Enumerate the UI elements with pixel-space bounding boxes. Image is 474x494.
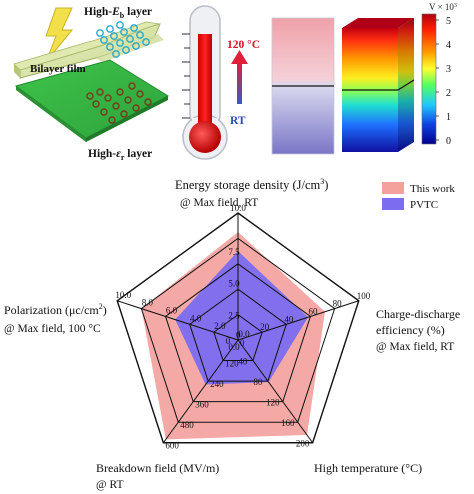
- tick-label-energy: 2.5: [228, 310, 240, 320]
- bilayer-film-illustration: High-Eb layer Bilayer film High-εr layer: [13, 6, 170, 162]
- axis-title-efficiency-2: efficiency (%): [376, 323, 445, 337]
- tick-label-breakdown: 240: [210, 379, 224, 389]
- lightning-icon: [45, 7, 74, 63]
- tick-label-efficiency: 0: [236, 330, 241, 340]
- axis-titles: Energy storage density (J/cm3) @ Max fie…: [4, 177, 460, 491]
- tick-label-efficiency: 80: [333, 299, 343, 309]
- legend: This work PVTC: [382, 182, 455, 211]
- tick-label-breakdown: 120: [225, 359, 239, 369]
- colorbar-title: V × 103: [429, 2, 457, 12]
- grid-ring: [140, 237, 336, 423]
- tick-label-energy: 7.5: [228, 247, 240, 257]
- tick-label-breakdown: 480: [180, 420, 194, 430]
- field-simulation-illustration: V × 103 5 4 3 2 1 0: [271, 2, 457, 155]
- colorbar-tick-label: 3: [446, 64, 451, 75]
- tick-label-temperature: 0: [226, 336, 231, 346]
- axis-subtitle-polarization: @ Max field, 100 °C: [4, 323, 101, 335]
- axis-subtitle-efficiency: @ Max field, RT: [376, 341, 454, 353]
- legend-swatch-this-work: [382, 182, 404, 194]
- axis-title-temperature: High temperature (°C): [314, 461, 422, 475]
- tick-label-energy: 5.0: [228, 279, 240, 289]
- grid-ring: [164, 263, 312, 403]
- axis-spoke-polarization: [117, 300, 239, 341]
- colorbar-tick-label: 5: [446, 16, 451, 27]
- tick-label-efficiency: 20: [260, 322, 270, 332]
- axis-spoke-efficiency: [237, 300, 359, 341]
- legend-label-pvtc: PVTC: [410, 199, 438, 211]
- thermometer-low-label: RT: [230, 115, 246, 127]
- axis-title-breakdown: Breakdown field (MV/m): [96, 461, 219, 475]
- tick-label-breakdown: 0: [240, 338, 245, 348]
- colorbar-tick-label: 2: [446, 88, 451, 99]
- tick-label-efficiency: 60: [308, 306, 318, 316]
- cube-top: [342, 18, 414, 28]
- high-er-layer-label: High-εr layer: [88, 148, 152, 162]
- axis-spoke-breakdown: [162, 339, 239, 444]
- colorbar-tick-label: 1: [446, 112, 451, 123]
- tick-label-temperature: 120: [266, 398, 280, 408]
- legend-swatch-pvtc: [382, 198, 404, 210]
- axis-spoke-temperature: [237, 339, 314, 444]
- colorbar-tick-label: 4: [446, 40, 451, 51]
- tick-label-polarization: 0.0: [238, 329, 250, 339]
- legend-label-this-work: This work: [410, 183, 455, 195]
- tick-label-efficiency: 40: [284, 314, 294, 324]
- thermometer-illustration: 120 °C RT: [182, 5, 260, 160]
- tick-label-polarization: 2.0: [214, 321, 226, 331]
- axis-subtitle-energy: @ Max field, RT: [180, 197, 258, 209]
- tick-label-breakdown: 360: [195, 400, 209, 410]
- bilayer-film-label: Bilayer film: [30, 63, 86, 75]
- axis-title-energy: Energy storage density (J/cm3): [175, 177, 328, 192]
- axis-title-efficiency-1: Charge-discharge: [376, 307, 460, 321]
- temperature-arrow: [237, 62, 242, 104]
- tick-label-polarization: 8.0: [142, 298, 154, 308]
- tick-label-polarization: 6.0: [166, 305, 178, 315]
- tick-label-polarization: 10.0: [115, 290, 131, 300]
- tick-label-temperature: 80: [253, 377, 263, 387]
- axis-title-polarization: Polarization (μc/cm2): [4, 302, 107, 317]
- tick-label-breakdown: 600: [165, 441, 179, 451]
- tick-label-temperature: 40: [238, 357, 248, 367]
- colorbar-ticks: 5 4 3 2 1 0: [436, 16, 451, 147]
- grid-ring: [189, 288, 287, 382]
- colorbar: [421, 13, 437, 145]
- high-er-particles: [86, 82, 152, 124]
- tick-label-temperature: 200: [296, 439, 310, 449]
- high-eb-layer-label: High-Eb layer: [84, 6, 152, 20]
- colorbar-tick-label: 0: [446, 136, 451, 147]
- grid-ring: [213, 313, 263, 362]
- tick-label-energy: 10.0: [230, 203, 246, 213]
- tick-label-energy: 0.0: [228, 342, 240, 352]
- tick-label-efficiency: 100: [357, 291, 371, 301]
- high-eb-particles: [96, 21, 150, 58]
- thermometer-mercury: [198, 34, 212, 138]
- thermometer-bulb: [189, 121, 221, 153]
- axis-subtitle-breakdown: @ RT: [96, 479, 123, 491]
- tick-label-polarization: 4.0: [190, 313, 202, 323]
- tick-label-temperature: 160: [281, 418, 295, 428]
- thermometer-high-label: 120 °C: [227, 39, 260, 51]
- grid-ring: [116, 212, 360, 444]
- radar-chart: 0.02.55.07.510.0020406080100040801201602…: [115, 203, 370, 451]
